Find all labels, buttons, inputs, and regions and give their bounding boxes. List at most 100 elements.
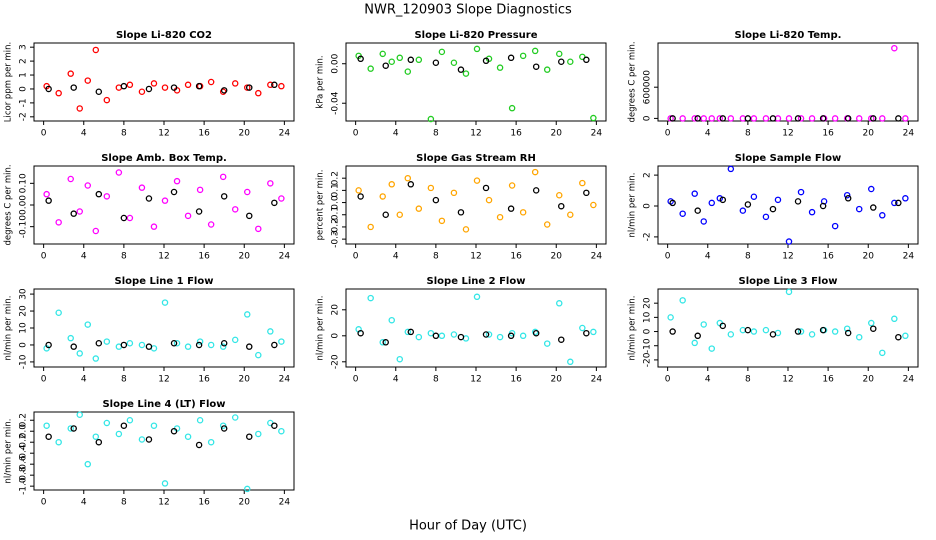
data-point [744, 326, 752, 334]
y-axis-label: nl/min per min. [628, 173, 638, 238]
data-point [457, 209, 465, 216]
data-point [543, 221, 551, 228]
y-axis-label: degrees C per min. [628, 41, 638, 122]
data-point [819, 326, 827, 334]
data-point [278, 195, 285, 202]
data-point [556, 191, 563, 199]
data-point [67, 70, 74, 77]
data-point [244, 485, 251, 493]
y-tick-label: -20 [331, 354, 341, 369]
x-tick-label: 16 [198, 129, 210, 139]
data-point [76, 105, 83, 112]
data-point [231, 80, 239, 87]
data-point [145, 343, 153, 350]
y-tick-label: -10 [19, 354, 29, 369]
data-point [870, 115, 877, 122]
data-point [868, 185, 875, 193]
data-point [219, 343, 227, 350]
x-tick-label: 0 [41, 498, 47, 508]
data-point [246, 343, 253, 350]
y-tick-label: 600000 [643, 70, 653, 105]
data-point [769, 205, 777, 213]
data-point [246, 212, 253, 220]
data-point [207, 341, 215, 349]
x-tick-label: 8 [121, 498, 127, 508]
data-point [396, 355, 404, 363]
data-point [43, 422, 50, 429]
x-tick-label: 0 [665, 252, 671, 262]
data-point [161, 84, 169, 91]
data-point [95, 340, 103, 347]
data-point [519, 209, 527, 216]
panel-title: Slope Li-820 CO2 [116, 30, 212, 41]
data-point [794, 328, 802, 335]
y-tick-label: -1 [19, 98, 29, 107]
x-tick-label: 16 [198, 375, 210, 385]
data-point [438, 48, 446, 56]
data-point [700, 218, 707, 225]
data-point [92, 355, 100, 362]
data-point [785, 288, 793, 296]
data-point [55, 89, 62, 97]
data-point [895, 115, 902, 122]
x-tick-label: 12 [158, 498, 169, 508]
data-point [278, 427, 285, 435]
data-point [579, 179, 586, 187]
y-tick-label: 0 [19, 86, 29, 92]
x-tick-label: 4 [393, 375, 399, 385]
data-point [808, 331, 816, 338]
x-tick-label: 20 [863, 252, 875, 262]
data-point [207, 78, 215, 86]
data-point [103, 193, 111, 200]
panel-title: Slope Amb. Box Temp. [101, 153, 227, 164]
y-tick-label: 0.10 [19, 173, 29, 193]
x-tick-label: 8 [745, 129, 751, 139]
panel: Slope Line 2 Flow nl/min per min. 0 4 8 12 16 2… [316, 276, 607, 385]
data-point [496, 213, 504, 221]
data-point [556, 300, 563, 307]
x-tick-label: 16 [510, 375, 522, 385]
data-point [255, 89, 262, 97]
data-point [831, 222, 839, 230]
y-tick-label: 20 [643, 297, 653, 309]
data-point [138, 184, 146, 191]
y-axis-label: nl/min per min. [316, 296, 326, 361]
figure-title: NWR_120903 Slope Diagnostics [364, 3, 572, 18]
data-point [271, 199, 278, 207]
data-point [170, 427, 178, 435]
data-point [92, 46, 100, 54]
y-tick-label: -0.2 [331, 218, 341, 236]
data-point [170, 340, 178, 347]
data-point [895, 333, 902, 341]
data-point [855, 205, 863, 213]
x-tick-label: 8 [433, 129, 439, 139]
data-point [404, 328, 412, 336]
data-point [708, 115, 716, 122]
x-tick-label: 8 [745, 252, 751, 262]
data-point [120, 214, 128, 222]
y-tick-label: 20 [19, 305, 29, 317]
data-point [473, 293, 481, 301]
data-point [161, 299, 169, 306]
data-point [579, 324, 586, 332]
data-point [519, 332, 527, 340]
data-point [879, 115, 886, 122]
data-point [184, 343, 192, 350]
data-point [432, 59, 440, 66]
panel-title: Slope Line 1 Flow [115, 276, 214, 287]
data-point [567, 358, 574, 366]
data-point [679, 210, 686, 217]
y-tick-label: 0.2 [331, 171, 341, 185]
data-point [450, 189, 458, 197]
panel: Slope Li-820 Pressure kPa per min. 0 4 8 12 16… [316, 30, 607, 139]
data-point [716, 115, 724, 122]
y-axis-label: nl/min per min. [628, 296, 638, 361]
y-tick-label: -0.04 [331, 91, 341, 115]
data-point [902, 195, 909, 202]
data-point [379, 50, 386, 58]
data-point [519, 52, 527, 60]
data-point [708, 199, 716, 207]
x-tick-label: 0 [665, 129, 671, 139]
panel-title: Slope Line 4 (LT) Flow [102, 399, 225, 410]
data-point [415, 56, 423, 64]
